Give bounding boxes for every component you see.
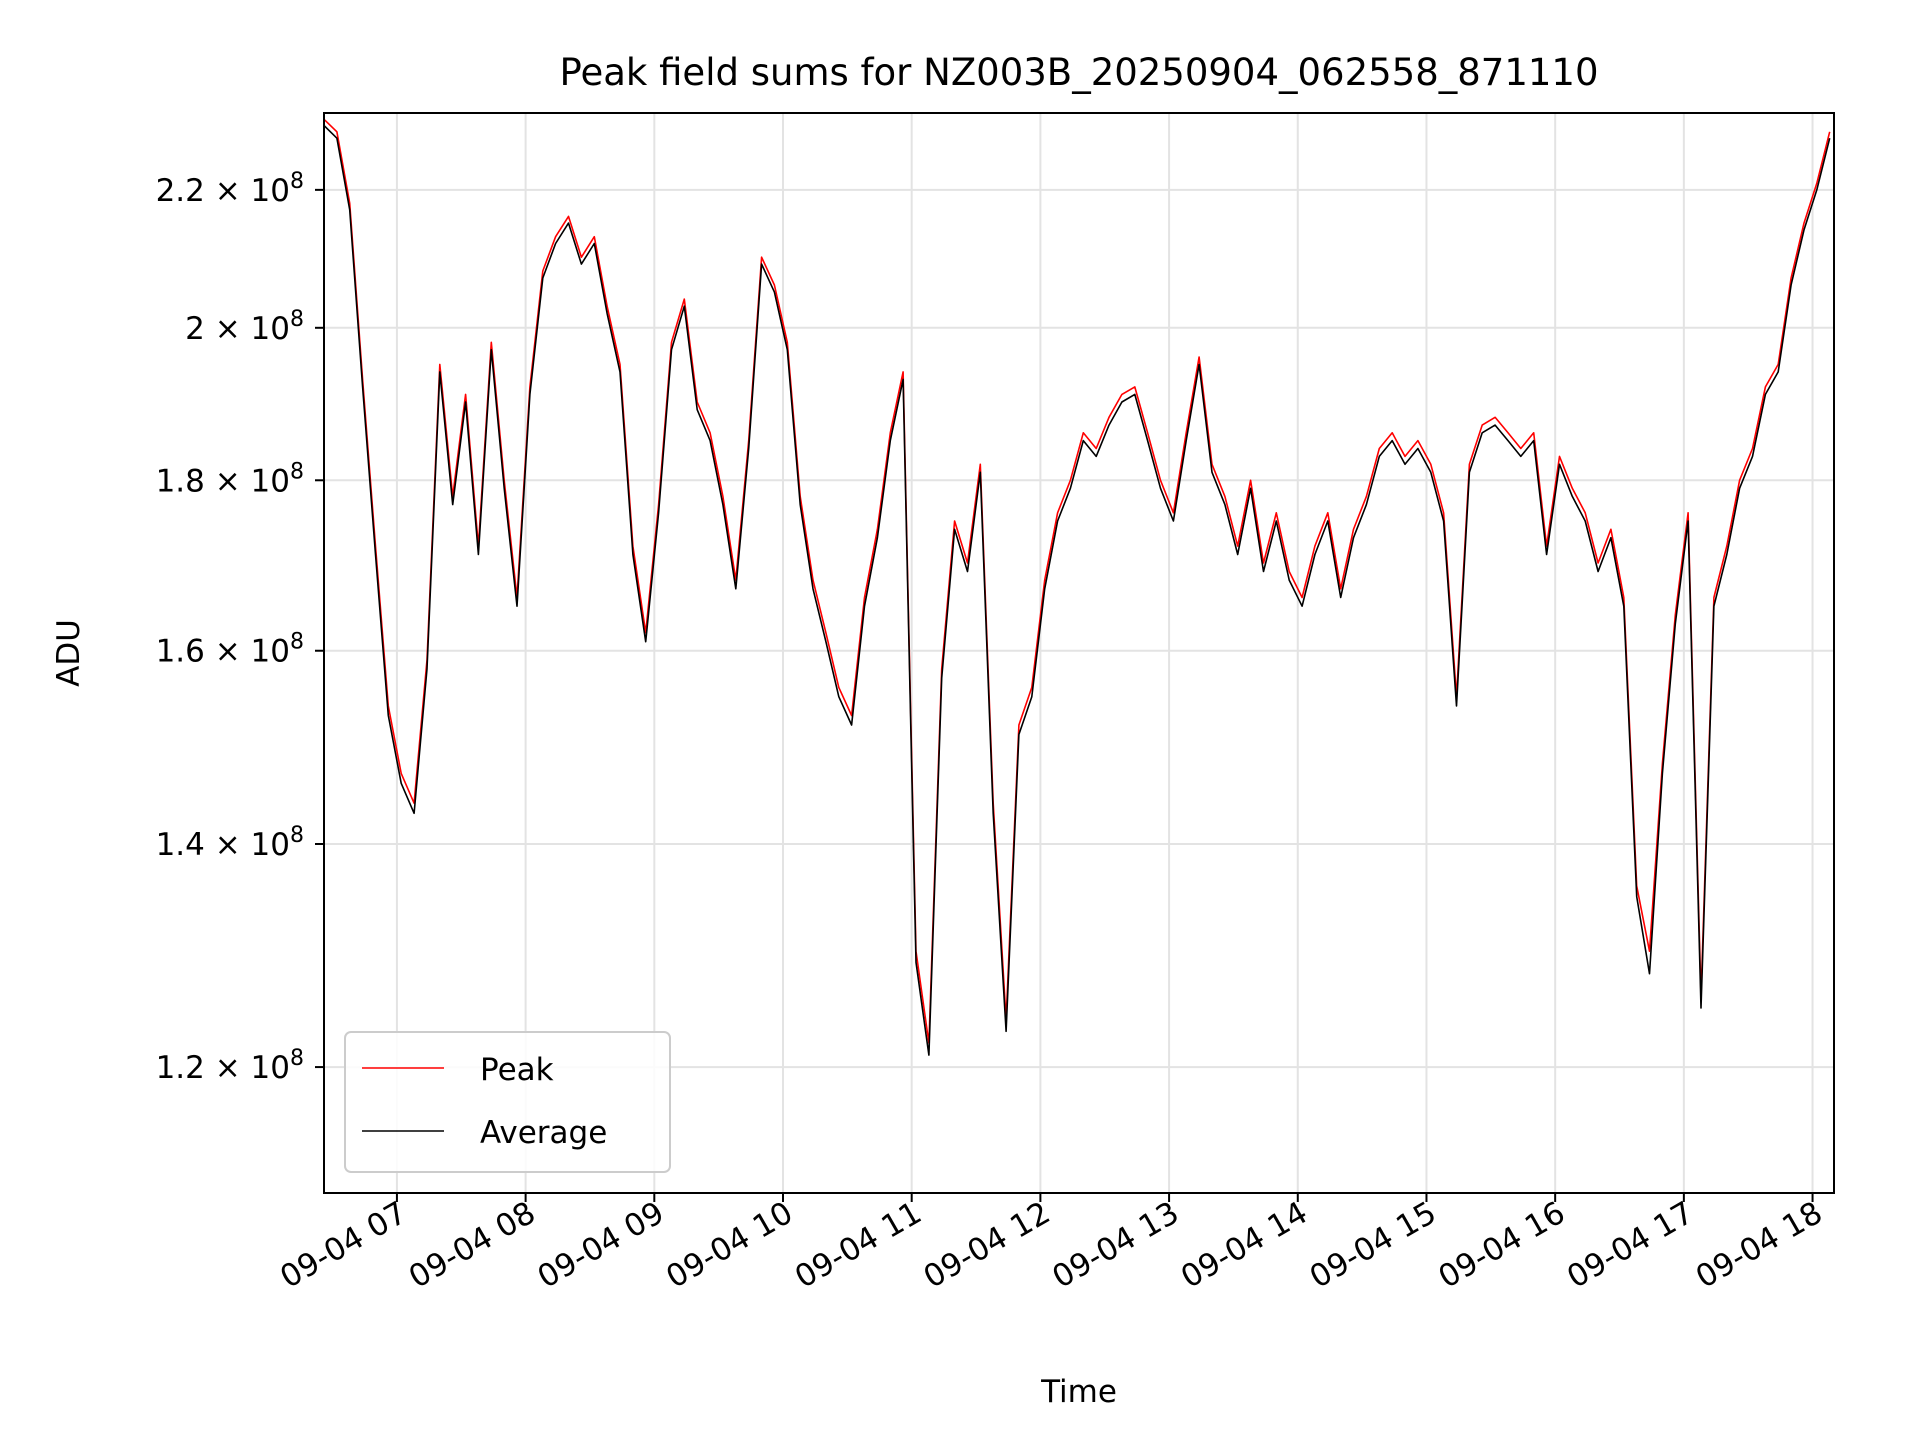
y-tick-label: 1.2 × 108 bbox=[156, 1046, 304, 1086]
series-line-average bbox=[324, 124, 1831, 1056]
y-tick-label: 1.8 × 108 bbox=[156, 459, 304, 499]
legend-box bbox=[344, 1031, 671, 1173]
legend: Peak Average bbox=[344, 1031, 671, 1173]
grid bbox=[324, 113, 1834, 1193]
y-tick-label: 2 × 108 bbox=[185, 307, 304, 347]
x-axis-label: Time bbox=[1040, 1374, 1117, 1410]
chart-title: Peak field sums for NZ003B_20250904_0625… bbox=[560, 51, 1599, 94]
y-tick-label: 1.6 × 108 bbox=[156, 630, 304, 670]
series-line-peak bbox=[324, 118, 1831, 1044]
y-axis-label: ADU bbox=[51, 619, 87, 687]
y-axis: 1.2 × 108 1.4 × 108 1.6 × 108 1.8 × 108 2 × … bbox=[156, 169, 324, 1086]
legend-label-average: Average bbox=[480, 1115, 607, 1151]
plot-frame bbox=[323, 112, 1835, 1194]
y-tick-label: 1.4 × 108 bbox=[156, 823, 304, 863]
legend-label-peak: Peak bbox=[480, 1052, 554, 1088]
y-tick-label: 2.2 × 108 bbox=[156, 169, 304, 209]
series-group bbox=[324, 118, 1831, 1056]
